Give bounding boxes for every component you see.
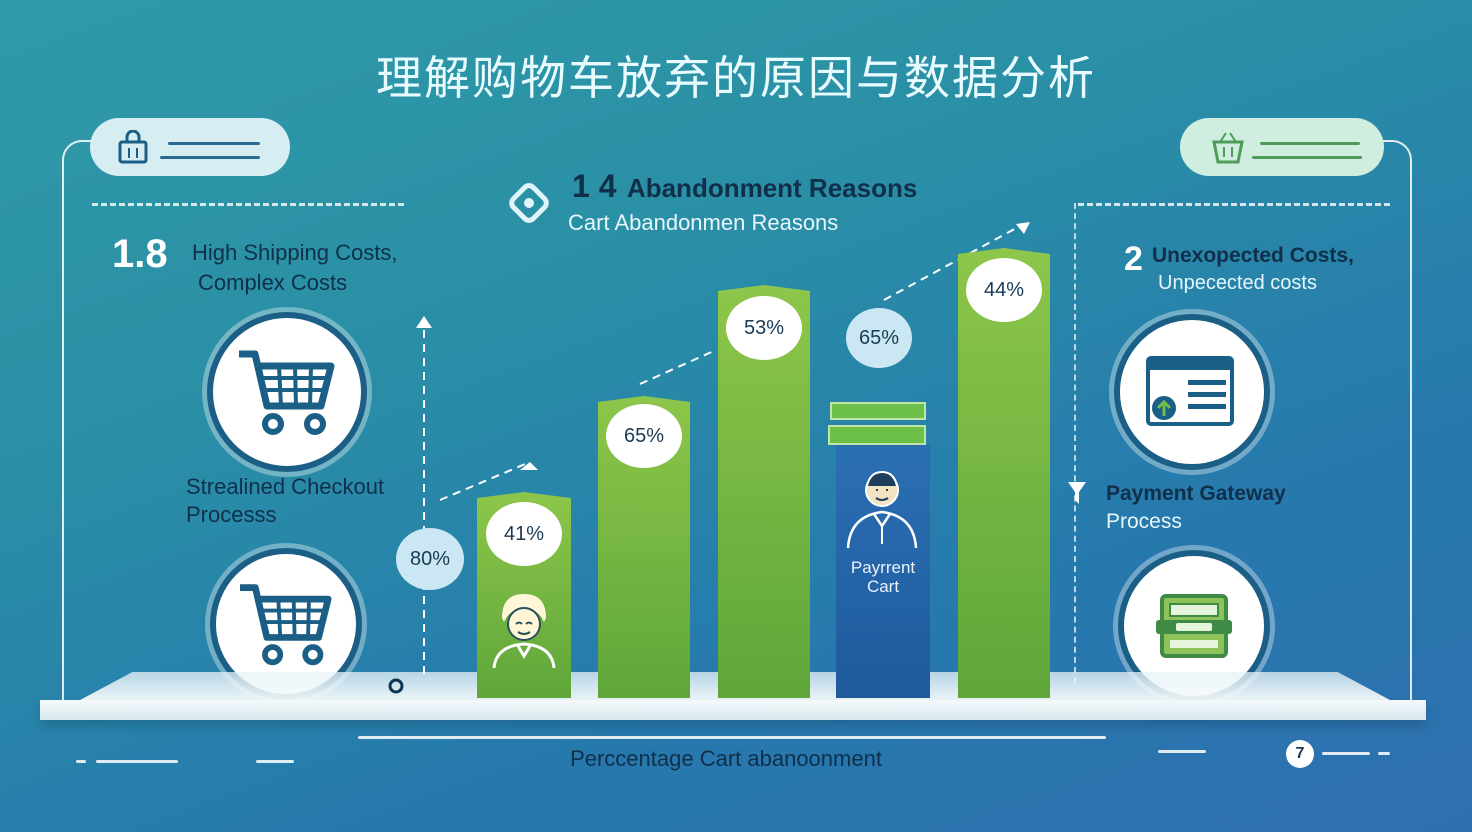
right-panel-line2: Unpecected costs [1158,272,1317,294]
right-inner-frame [1074,203,1076,683]
left-frame [62,140,94,702]
right-caption-line1: Payment Gateway [1106,482,1286,505]
diamond-icon [509,183,549,223]
pill-line [1260,142,1360,145]
right-panel-line1: Unexopected Costs, [1152,244,1354,267]
chart-bar-value-label: 41% [486,502,562,566]
person-icon [846,470,918,549]
payment-bar-label-line2: Cart [866,577,900,596]
left-dash-divider [92,203,404,206]
browser-window-icon [1146,356,1234,426]
cart-icon [239,350,335,435]
right-dash-divider [1078,203,1390,206]
center-subtitle: Cart Abandonmen Reasons [568,210,839,235]
payment-terminal-icon [1156,594,1232,658]
footer-dash [96,760,178,763]
basket-icon [1212,132,1244,164]
left-caption-line2: Processs [186,502,277,527]
center-heading-number: 1 4 [572,168,617,204]
browser-window-circle [1114,314,1270,470]
footer-dash [1322,752,1370,755]
platform-base [40,700,1426,720]
left-caption-line1: Strealined Checkout [186,474,385,499]
footer-dash [1158,750,1206,753]
footer-dash [76,760,86,763]
floating-bubble: 65% [846,308,912,368]
payment-bar-label-line1: Payrrent [850,558,916,577]
footer-badge: 7 [1286,740,1314,768]
right-panel-number: 2 [1124,240,1143,278]
left-panel-line1: High Shipping Costs, [192,240,398,265]
right-frame [1380,140,1412,702]
footer-dash [1378,752,1390,755]
right-caption-line2: Process [1106,510,1182,533]
footer-label: Perccentage Cart abanoonment [570,746,882,771]
funnel-icon [1068,482,1086,504]
left-panel-line2: Complex Costs [198,270,348,295]
shopping-bag-icon [118,130,148,164]
chart-bar-value-label: 44% [966,258,1042,322]
pill-line [1252,156,1362,159]
basket-pill [1180,118,1384,176]
center-heading-title: Abandonment Reasons [626,173,918,203]
chart-bar [958,248,1050,698]
side-bubble: 80% [396,528,464,590]
center-heading: 1 4 Abandonment Reasons [572,168,917,205]
footer-rule [358,736,1106,739]
person-icon [492,594,556,669]
page-title: 理解购物车放弃的原因与数据分析 [376,51,1096,105]
shopping-bag-pill [90,118,290,176]
cart-icon [240,584,332,666]
chart-bar-value-label: 65% [606,404,682,468]
cart-icon-circle [207,312,367,472]
left-panel-number: 1.8 [112,232,168,276]
pill-line [160,156,260,159]
chart-bar-value-label: 53% [726,296,802,360]
stacked-card [830,402,926,420]
footer-dash [256,760,294,763]
pill-line [168,142,260,145]
stacked-card [828,425,926,445]
